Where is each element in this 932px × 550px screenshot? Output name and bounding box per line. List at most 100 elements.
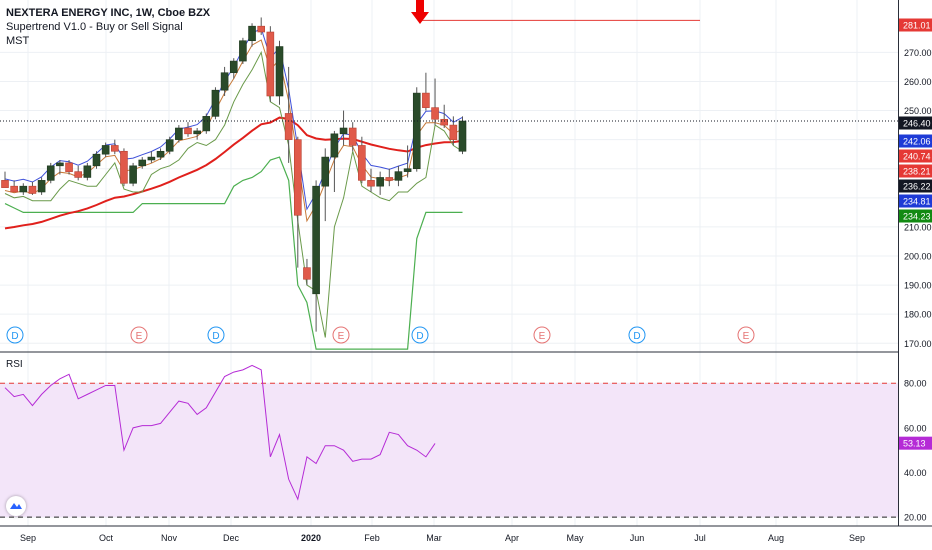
candle-body (422, 92, 430, 108)
candle-body (165, 139, 174, 152)
candle (358, 136, 366, 184)
candle (229, 58, 238, 79)
dividend-icon (628, 326, 646, 344)
candle-body (156, 150, 165, 158)
candle-body (28, 185, 37, 194)
candle (10, 180, 18, 193)
candle-body (403, 168, 412, 172)
price-tick-label: 270.00 (904, 48, 932, 58)
rsi-band-fill (0, 383, 898, 518)
price-value-text: 238.21 (903, 167, 931, 177)
earnings-marker: E (533, 326, 551, 344)
candle (339, 110, 348, 146)
marker-letter: E (136, 331, 143, 342)
price-value-badge (899, 116, 932, 130)
tradingview-logo-icon[interactable] (6, 496, 26, 516)
dividend-marker: D (411, 326, 429, 344)
candle-body (83, 165, 92, 178)
candle (412, 87, 421, 172)
candle-body (10, 185, 18, 193)
dividend-icon (411, 326, 429, 344)
supertrend-legend-label[interactable]: Supertrend V1.0 - Buy or Sell Signal (6, 21, 183, 33)
price-value-label: 281.01 (899, 18, 932, 32)
candle-body (440, 118, 449, 126)
rsi-panel (0, 364, 898, 518)
time-axis: Sep Oct Nov Dec 2020 Feb Mar Apr May Jun Jul Aug Sep (20, 533, 865, 543)
candle-body (284, 113, 293, 140)
candle (422, 72, 430, 111)
chart-legend: NEXTERA ENERGY INC, 1W, Cboe BZX Supertr… (6, 6, 210, 48)
candle (330, 130, 339, 192)
candle-body (412, 92, 421, 170)
candle (165, 136, 174, 155)
candle (312, 180, 320, 332)
mst-legend-label[interactable]: MST (6, 35, 30, 47)
rsi-value-label: 53.13 (899, 436, 932, 450)
rsi-tick-label: 60.00 (904, 423, 927, 433)
candle (239, 37, 247, 64)
candle (175, 125, 183, 143)
price-value-text: 234.23 (903, 212, 931, 222)
candle-body (46, 165, 55, 181)
candle (376, 171, 384, 195)
candle (101, 142, 110, 158)
dividend-marker: D (6, 326, 24, 344)
candle-body (1, 180, 9, 188)
candle (1, 171, 9, 188)
price-tick-label: 250.00 (904, 106, 932, 116)
price-tick-label: 260.00 (904, 77, 932, 87)
price-value-label: 234.81 (899, 194, 932, 208)
candle (431, 78, 439, 126)
dividend-marker: D (628, 326, 646, 344)
price-value-label: 246.40 (899, 116, 932, 130)
candle (19, 183, 28, 195)
candle (284, 66, 293, 163)
time-tick-label: Apr (505, 533, 519, 543)
candle-body (458, 120, 467, 152)
earnings-marker: E (130, 326, 148, 344)
earnings-icon (130, 326, 148, 344)
candle (184, 122, 192, 137)
candle-body (367, 180, 375, 187)
time-tick-label: Nov (161, 533, 178, 543)
band-green-line (4, 50, 463, 338)
candle (92, 151, 101, 169)
earnings-icon (533, 326, 551, 344)
candle (65, 160, 73, 175)
candle-body (339, 127, 348, 135)
candle (303, 258, 311, 286)
price-value-label: 234.23 (899, 209, 932, 223)
candle-body (275, 46, 284, 97)
candle (74, 165, 82, 181)
candle-body (111, 145, 119, 152)
candle-body (229, 60, 238, 74)
candle-body (65, 162, 73, 172)
candle (202, 113, 211, 134)
candle-body (431, 107, 439, 120)
rsi-value-badge (899, 436, 932, 450)
price-value-label: 242.06 (899, 134, 932, 148)
candle (111, 139, 119, 155)
time-tick-label: 2020 (301, 533, 321, 543)
candle (46, 162, 55, 184)
candle-body (37, 180, 46, 193)
candle-body (348, 127, 357, 146)
candle-body (330, 133, 339, 158)
candle (385, 168, 394, 187)
sell-signal-arrow-icon (411, 0, 429, 24)
candle-body (101, 145, 110, 155)
marker-letter: E (539, 331, 546, 342)
candles-layer (1, 17, 467, 332)
symbol-title[interactable]: NEXTERA ENERGY INC, 1W, Cboe BZX (6, 7, 211, 19)
price-value-text: 240.74 (903, 152, 931, 162)
candle (193, 128, 201, 140)
candle-body (92, 153, 101, 167)
rsi-legend-label[interactable]: RSI (6, 359, 23, 370)
candle-body (147, 156, 156, 161)
moving-average-red-line (4, 116, 463, 230)
supertrend-green-line (4, 156, 463, 350)
price-axis: 170.00180.00190.00200.00210.00220.00230.… (899, 18, 932, 523)
marker-letter: D (416, 331, 423, 342)
